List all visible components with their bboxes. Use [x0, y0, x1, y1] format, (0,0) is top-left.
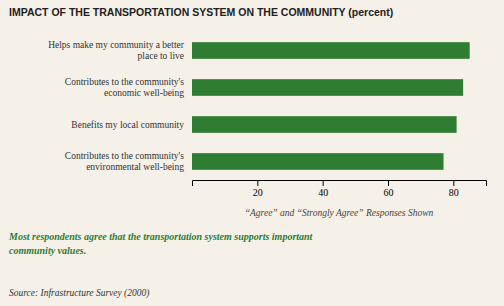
x-tick: 60 — [384, 180, 394, 198]
y-tick: Contributes to the community'senvironmen… — [65, 151, 184, 172]
x-tick-mark — [388, 180, 389, 186]
text-line: Contributes to the community's — [65, 151, 184, 161]
y-tick-label: Benefits my local community — [71, 120, 184, 130]
text-line: economic well-being — [104, 88, 184, 98]
y-tick-label: Helps make my community a betterplace to… — [48, 40, 185, 61]
x-tick-label: 20 — [253, 187, 263, 198]
x-tick-label: 80 — [449, 187, 459, 198]
x-tick: 80 — [449, 180, 459, 198]
x-tick-label: 40 — [318, 187, 328, 198]
x-tick-mark — [257, 180, 258, 186]
text-line: community values. — [9, 245, 86, 256]
y-tick: Benefits my local community — [71, 120, 184, 130]
x-tick-label: 60 — [384, 187, 394, 198]
callout: Most respondents agree that the transpor… — [8, 231, 314, 256]
x-tick-mark — [453, 180, 454, 186]
text-line: place to live — [138, 51, 184, 61]
bar — [192, 42, 470, 59]
y-axis: Contributes to the community'senvironmen… — [48, 40, 185, 172]
bar — [192, 79, 463, 96]
x-tick: 20 — [253, 180, 263, 198]
y-tick-label: Contributes to the community'seconomic w… — [65, 77, 184, 98]
chart: IMPACT OF THE TRANSPORTATION SYSTEM ON T… — [0, 0, 504, 306]
bars — [192, 42, 470, 170]
y-tick: Contributes to the community'seconomic w… — [65, 77, 184, 98]
plot: 20406080Contributes to the community'sen… — [48, 40, 486, 198]
text-line: Most respondents agree that the transpor… — [8, 231, 314, 242]
x-axis-line — [193, 181, 487, 187]
text-line: Source: Infrastructure Survey (2000) — [9, 288, 149, 299]
text-line: environmental well-being — [86, 162, 184, 172]
title: IMPACT OF THE TRANSPORTATION SYSTEM ON T… — [9, 6, 393, 18]
text-line: Benefits my local community — [71, 120, 184, 130]
x-tick-mark — [323, 180, 324, 186]
text-line: Helps make my community a better — [48, 40, 185, 50]
y-tick: Helps make my community a betterplace to… — [48, 40, 185, 61]
x-tick: 40 — [318, 180, 328, 198]
x-axis-title: “Agree” and “Strongly Agree” Responses S… — [245, 208, 434, 218]
source: Source: Infrastructure Survey (2000) — [9, 288, 149, 299]
text-line: Contributes to the community's — [65, 77, 184, 87]
bar — [192, 116, 457, 133]
x-axis: 20 40 60 80 — [193, 180, 487, 198]
y-tick-label: Contributes to the community'senvironmen… — [65, 151, 184, 172]
bar — [192, 153, 444, 170]
